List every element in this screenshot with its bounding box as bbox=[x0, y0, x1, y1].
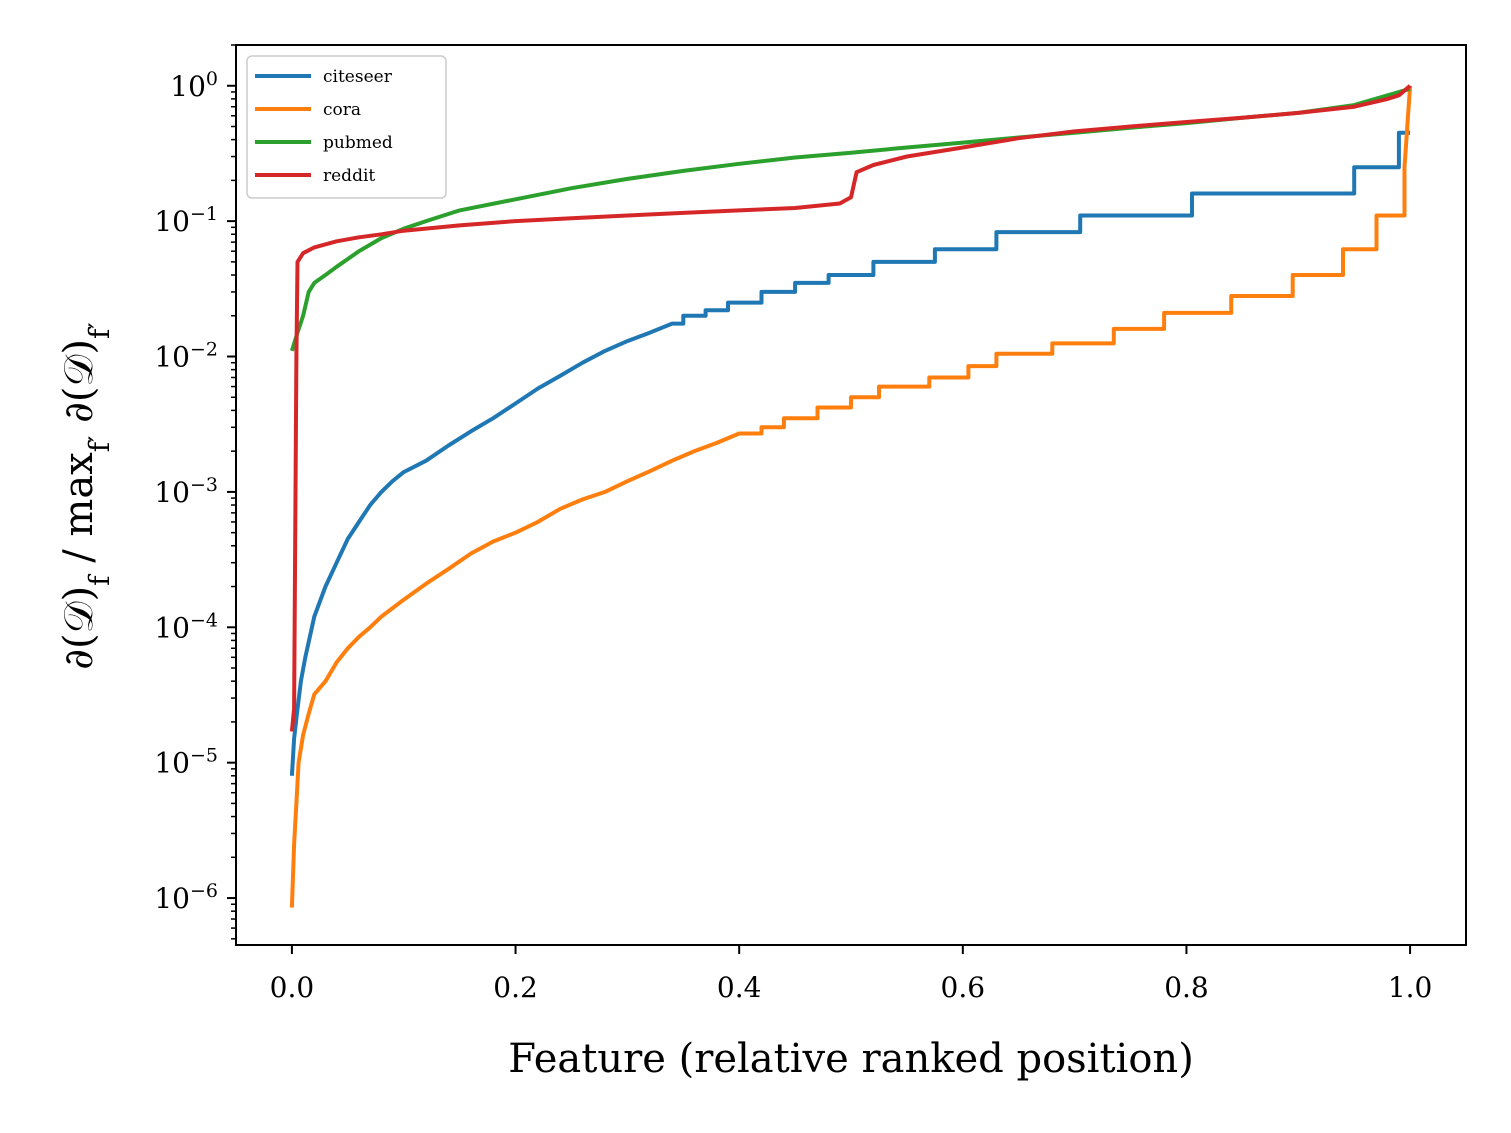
y-tick-label: 10−4 bbox=[154, 609, 218, 644]
y-tick-label: 10−5 bbox=[154, 745, 218, 780]
y-tick-label: 100 bbox=[170, 68, 218, 103]
x-axis-label: Feature (relative ranked position) bbox=[508, 1036, 1194, 1082]
y-axis: 10−6 10−5 10−4 10−3 10−2 10−1 100 bbox=[154, 44, 236, 940]
legend-label-reddit: reddit bbox=[323, 166, 375, 186]
legend-frame bbox=[246, 55, 447, 199]
legend-label-pubmed: pubmed bbox=[323, 133, 393, 153]
y-tick-label: 10−6 bbox=[154, 880, 218, 915]
x-tick-label: 0.8 bbox=[1164, 971, 1209, 1004]
y-tick-label: 10−3 bbox=[154, 474, 218, 509]
plot-frame bbox=[235, 44, 1467, 946]
legend: citeseer cora pubmed reddit bbox=[246, 55, 447, 199]
series-line-cora bbox=[289, 85, 1413, 908]
series-layer bbox=[289, 84, 1413, 908]
y-axis-label: ∂(𝒟)f / maxf′ ∂(𝒟)f′ bbox=[56, 322, 116, 669]
legend-label-cora: cora bbox=[323, 100, 361, 120]
x-tick-label: 0.2 bbox=[493, 971, 538, 1004]
x-tick-label: 1.0 bbox=[1388, 971, 1433, 1004]
legend-label-citeseer: citeseer bbox=[323, 67, 393, 87]
y-tick-label: 10−1 bbox=[154, 203, 218, 238]
x-tick-label: 0.0 bbox=[270, 971, 315, 1004]
x-tick-label: 0.4 bbox=[717, 971, 762, 1004]
x-tick-label: 0.6 bbox=[941, 971, 986, 1004]
series-line-reddit bbox=[289, 84, 1412, 732]
x-axis: 0.0 0.2 0.4 0.6 0.8 1.0 bbox=[270, 945, 1433, 1004]
y-tick-label: 10−2 bbox=[154, 339, 218, 374]
series-line-citeseer bbox=[289, 130, 1411, 776]
